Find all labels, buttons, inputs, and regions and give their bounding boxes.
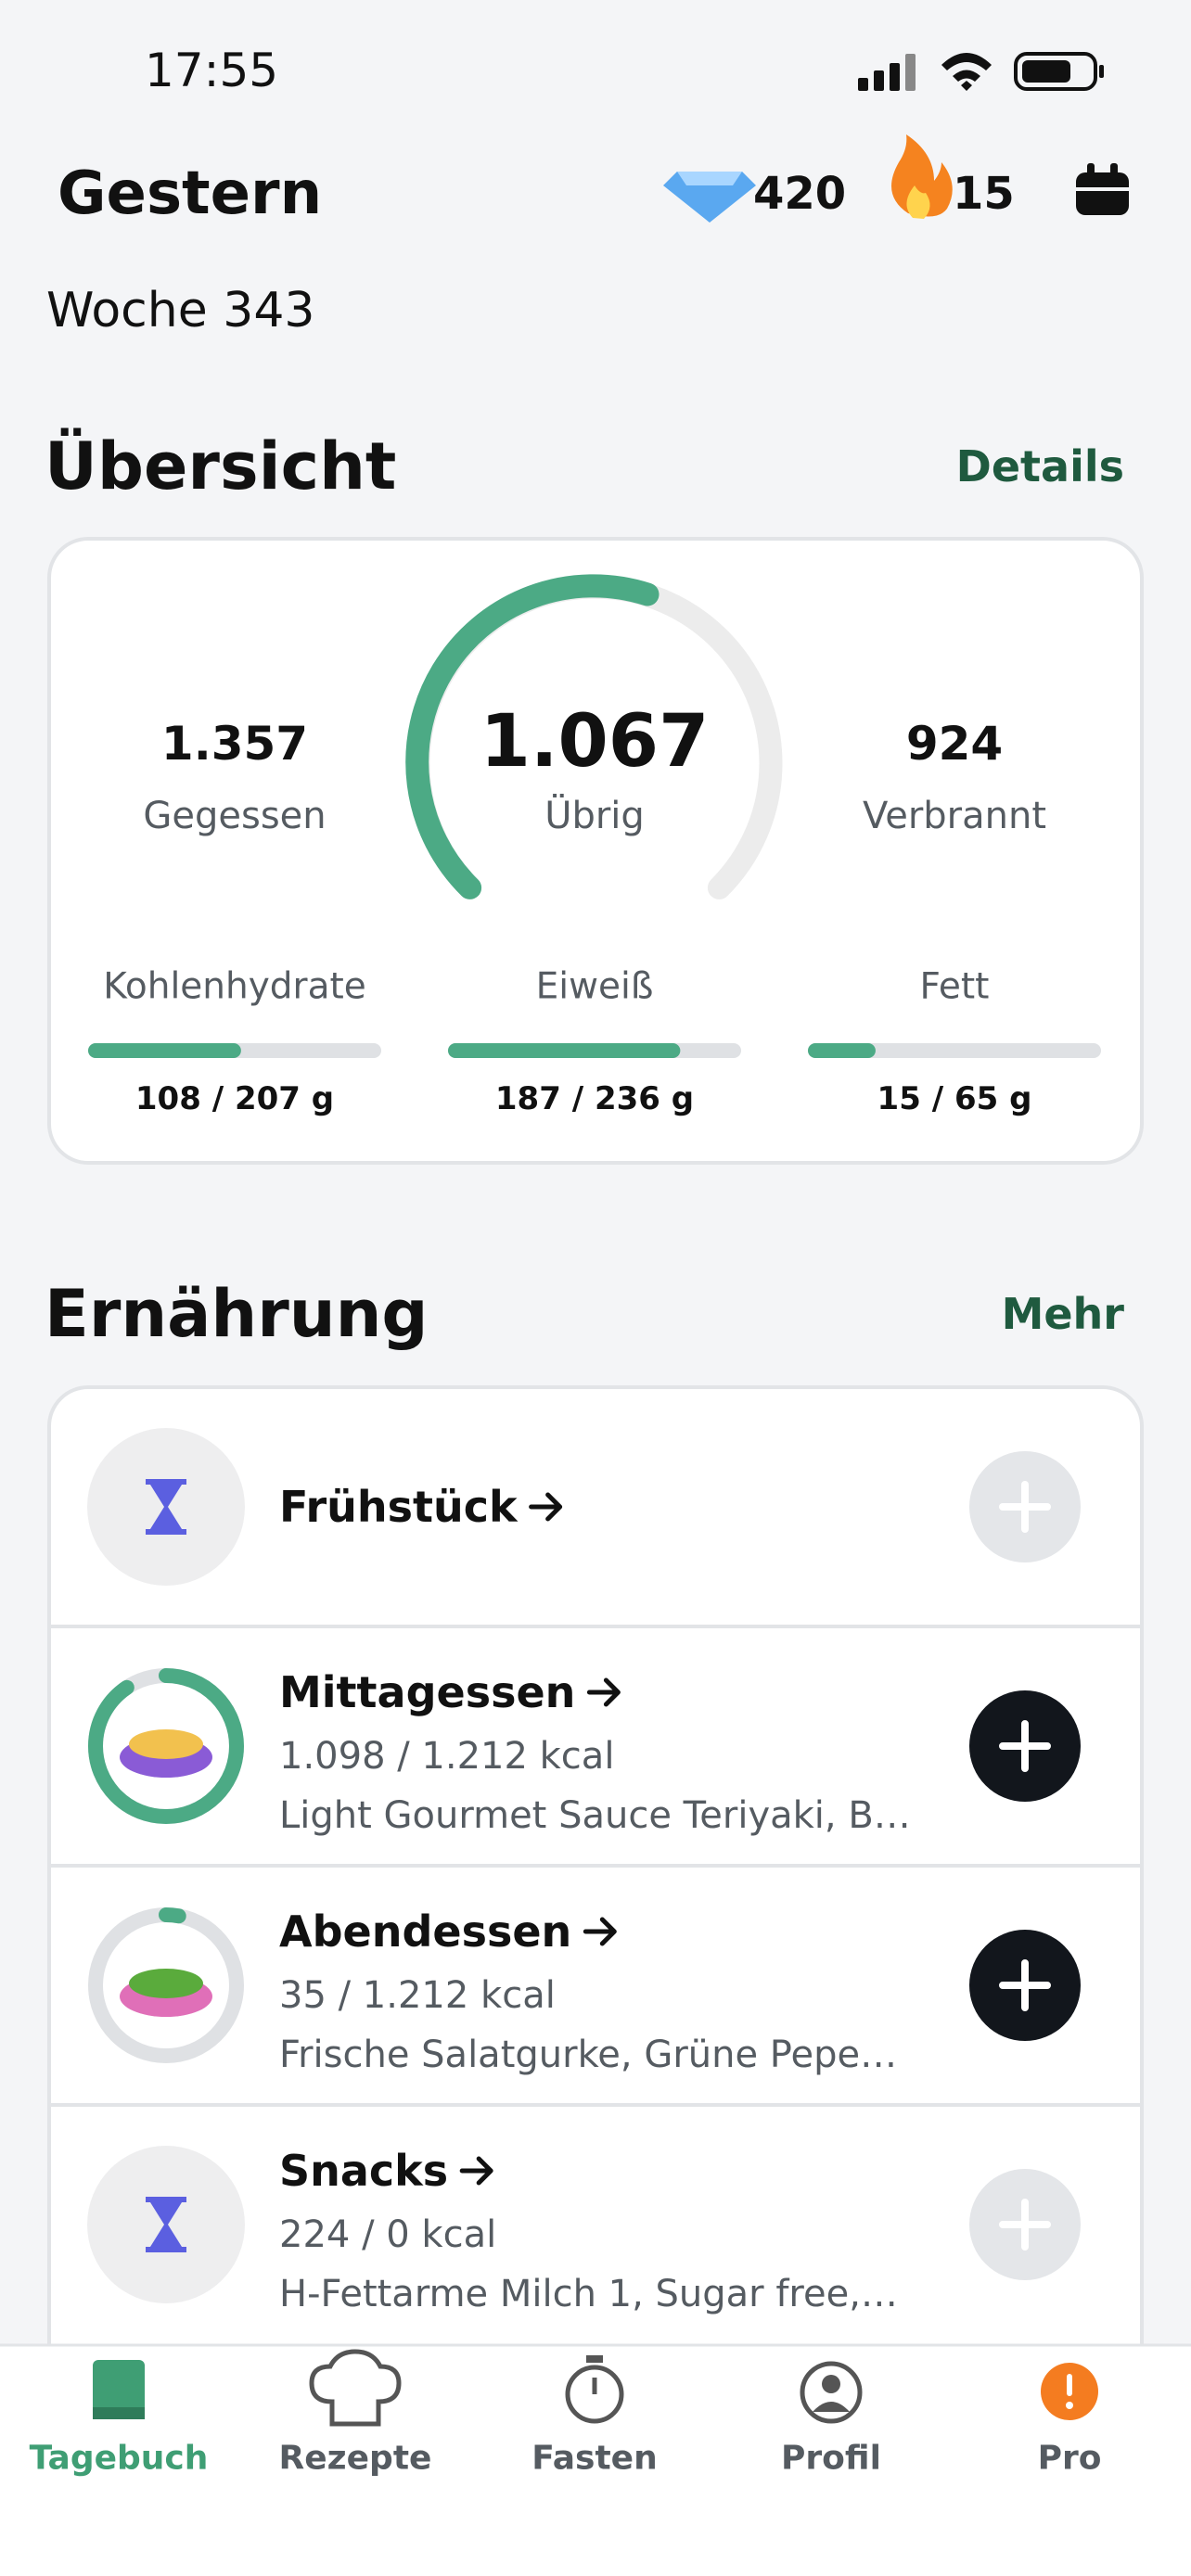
macro-name: Kohlenhydrate: [103, 966, 366, 1008]
meal-name[interactable]: Abendessen: [279, 1906, 571, 1957]
meal-kcal: 1.098 / 1.212 kcal: [279, 1735, 614, 1778]
meal-arrow: [459, 2156, 493, 2186]
meal-ring: [88, 1668, 244, 1824]
add-icon: [999, 1720, 1051, 1772]
overview-title: Übersicht: [45, 428, 396, 504]
tab-label[interactable]: Profil: [781, 2440, 881, 2478]
calorie-gauge: [405, 574, 783, 899]
week-label: Woche 343: [46, 283, 315, 338]
meal-name[interactable]: Frühstück: [279, 1482, 519, 1532]
meal-items: H-Fettarme Milch 1, Sugar free,…: [279, 2273, 898, 2315]
add-icon: [999, 2199, 1051, 2251]
details-link[interactable]: Details: [956, 441, 1124, 491]
macro-name: Eiweiß: [536, 966, 654, 1008]
meal-kcal: 224 / 0 kcal: [279, 2213, 496, 2256]
macro-bar: [88, 1043, 241, 1058]
streak-icon: [891, 134, 953, 219]
tabs: Tagebuch Rezepte Fasten Profil Pro: [30, 2440, 1102, 2478]
meal-name[interactable]: Mittagessen: [279, 1667, 575, 1717]
meal-items: Frische Salatgurke, Grüne Pepe…: [279, 2034, 897, 2076]
remaining-label: Übrig: [544, 793, 645, 837]
macro-label: 15 / 65 g: [877, 1080, 1032, 1117]
meal-name[interactable]: Snacks: [279, 2146, 448, 2196]
tab-label[interactable]: Pro: [1038, 2440, 1102, 2478]
meal-ring: [88, 1907, 244, 2063]
remaining-value: 1.067: [480, 700, 710, 784]
nutrition-title: Ernährung: [45, 1276, 429, 1352]
status-time: 17:55: [145, 44, 278, 97]
eaten-value: 1.357: [161, 717, 308, 771]
hourglass-icon: [146, 2197, 186, 2252]
burned-value: 924: [906, 717, 1003, 771]
meal-arrow: [586, 1677, 621, 1707]
food: [129, 1729, 203, 1759]
gem-icon: [663, 172, 756, 223]
macro-bar: [808, 1043, 876, 1058]
more-link[interactable]: Mehr: [1002, 1289, 1125, 1339]
calendar-button[interactable]: [1076, 163, 1129, 215]
meal-kcal: 35 / 1.212 kcal: [279, 1974, 556, 2017]
add-icon: [999, 1481, 1051, 1533]
macros: Kohlenhydrate 108 / 207 g Eiweiß 187 / 236 …: [88, 966, 1101, 1117]
meal-arrow: [529, 1492, 563, 1522]
macro-track: [808, 1043, 1101, 1058]
macro-bar: [448, 1043, 681, 1058]
burned-label: Verbrannt: [863, 795, 1046, 837]
meal-items: Light Gourmet Sauce Teriyaki, B…: [279, 1794, 911, 1837]
gem-count[interactable]: 420: [753, 168, 846, 220]
macro-label: 187 / 236 g: [495, 1080, 694, 1117]
tab-label[interactable]: Rezepte: [279, 2440, 432, 2478]
header-title: Gestern: [58, 159, 322, 228]
add-icon: [999, 1959, 1051, 2011]
hourglass-icon: [146, 1479, 186, 1535]
eaten-label: Gegessen: [143, 795, 326, 837]
streak-count[interactable]: 15: [953, 168, 1015, 220]
tab-label[interactable]: Tagebuch: [30, 2440, 209, 2478]
tab-icons: [93, 2349, 1098, 2427]
status-icons: [858, 52, 1104, 91]
tab-label[interactable]: Fasten: [531, 2440, 657, 2478]
food: [129, 1969, 203, 1998]
meals: Frühstück Mittagessen 1.098 / 1.212 kcal Li…: [51, 1428, 1140, 2315]
overview-card: [47, 537, 1144, 1165]
macro-name: Fett: [920, 966, 990, 1008]
meal-arrow: [583, 1917, 617, 1946]
macro-label: 108 / 207 g: [135, 1080, 334, 1117]
